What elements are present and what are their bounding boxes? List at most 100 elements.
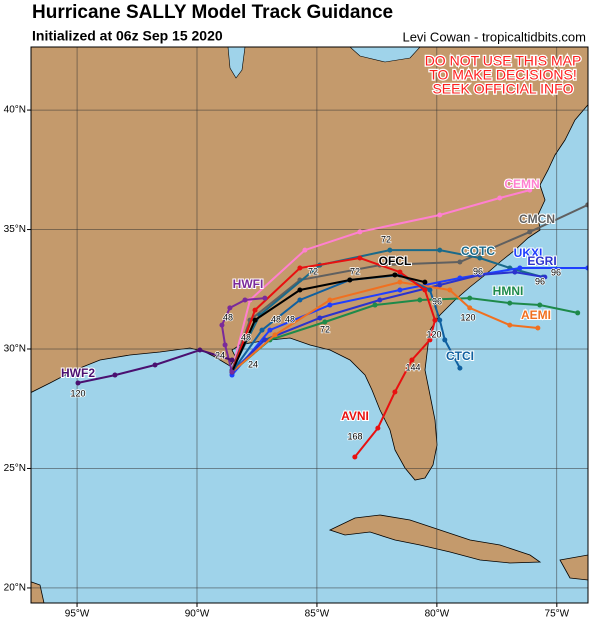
track-point — [392, 272, 398, 278]
track-point — [297, 297, 303, 303]
map-frame — [30, 46, 589, 604]
track-point — [535, 325, 541, 331]
hour-label: 48 — [241, 332, 251, 342]
track-point — [457, 365, 463, 371]
track-point — [267, 327, 273, 333]
x-tick-label: 95°W — [65, 609, 90, 620]
track-point — [302, 247, 308, 253]
hour-label: 72 — [320, 324, 330, 334]
track-line — [231, 249, 544, 371]
track-line — [231, 256, 437, 458]
hour-label: 96 — [432, 296, 442, 306]
track-point — [357, 255, 363, 261]
track-point — [477, 272, 483, 278]
track-point — [222, 342, 228, 348]
title: Hurricane SALLY Model Track Guidance — [32, 2, 393, 23]
track-line — [220, 297, 265, 373]
track-point — [467, 295, 473, 301]
tracks — [75, 187, 588, 460]
warning: DO NOT USE THIS MAP — [425, 53, 582, 69]
warning: SEEK OFFICIAL INFO — [432, 81, 573, 97]
model-label: UKXI — [514, 246, 543, 260]
track-point — [297, 265, 303, 271]
track-point — [347, 277, 353, 283]
lake — [227, 47, 246, 79]
track-point — [437, 212, 443, 218]
hispaniola — [559, 554, 588, 581]
hour-label: 48 — [223, 312, 233, 322]
model-label: AVNI — [341, 409, 369, 423]
track-point — [447, 287, 453, 293]
hour-label: 48 — [271, 314, 281, 324]
track-point — [437, 282, 443, 288]
track-point — [585, 202, 588, 208]
track-point — [259, 327, 265, 333]
x-tick-label: 80°W — [425, 609, 450, 620]
y-tick-label: 40°N — [4, 105, 26, 116]
track-point — [477, 255, 483, 261]
credit: Levi Cowan - tropicaltidbits.com — [402, 29, 586, 44]
track-point — [297, 287, 303, 293]
x-tick-label: 90°W — [185, 609, 210, 620]
model-label: EGRI — [527, 254, 556, 268]
track-point — [152, 362, 158, 368]
track-point — [229, 357, 235, 363]
track-point — [252, 317, 258, 323]
track-point — [422, 287, 428, 293]
hour-label: 24 — [215, 350, 225, 360]
track-point — [457, 259, 463, 265]
hour-label: 48 — [285, 314, 295, 324]
track-point — [497, 195, 503, 201]
track-point — [397, 287, 403, 293]
track-point — [219, 322, 225, 328]
model-label: OFCL — [379, 254, 412, 268]
track-point — [112, 372, 118, 378]
track-point — [507, 300, 513, 306]
track-point — [352, 454, 358, 460]
track-point — [327, 297, 333, 303]
track-point — [372, 302, 378, 308]
track-point — [272, 332, 278, 338]
track-point — [432, 317, 438, 323]
track-point — [507, 322, 513, 328]
track-point — [427, 337, 433, 343]
model-label: HMNI — [493, 284, 524, 298]
x-tick-label: 75°W — [545, 609, 570, 620]
hour-label: 168 — [347, 431, 362, 441]
model-label: CMCN — [519, 212, 555, 226]
track-point — [387, 247, 393, 253]
y-tick-label: 20°N — [4, 583, 26, 594]
hour-label: 72 — [308, 266, 318, 276]
track-point — [427, 287, 433, 293]
model-label: HWFI — [233, 277, 264, 291]
track-line — [231, 273, 426, 373]
hour-label: 24 — [248, 359, 258, 369]
lake — [349, 47, 421, 63]
track-point — [377, 297, 383, 303]
track-point — [262, 337, 268, 343]
track-point — [417, 297, 423, 303]
track-point — [409, 357, 415, 363]
track-point — [527, 187, 533, 193]
track-point — [75, 380, 81, 386]
track-point — [517, 265, 523, 271]
model-label: HWF2 — [61, 366, 95, 380]
track-point — [227, 305, 233, 311]
warning: TO MAKE DECISIONS! — [429, 67, 577, 83]
track-point — [527, 229, 533, 235]
track-point — [397, 279, 403, 285]
model-label: COTC — [461, 244, 495, 258]
track-point — [442, 337, 448, 343]
cuba — [328, 514, 542, 564]
track-point — [575, 310, 581, 316]
track-point — [229, 369, 235, 375]
track-point — [317, 315, 323, 321]
y-tick-label: 30°N — [4, 344, 26, 355]
y-tick-label: 25°N — [4, 463, 26, 474]
hour-label: 72 — [381, 234, 391, 244]
hour-label: 120 — [460, 312, 475, 322]
model-label: AEMI — [521, 308, 551, 322]
track-point — [437, 247, 443, 253]
